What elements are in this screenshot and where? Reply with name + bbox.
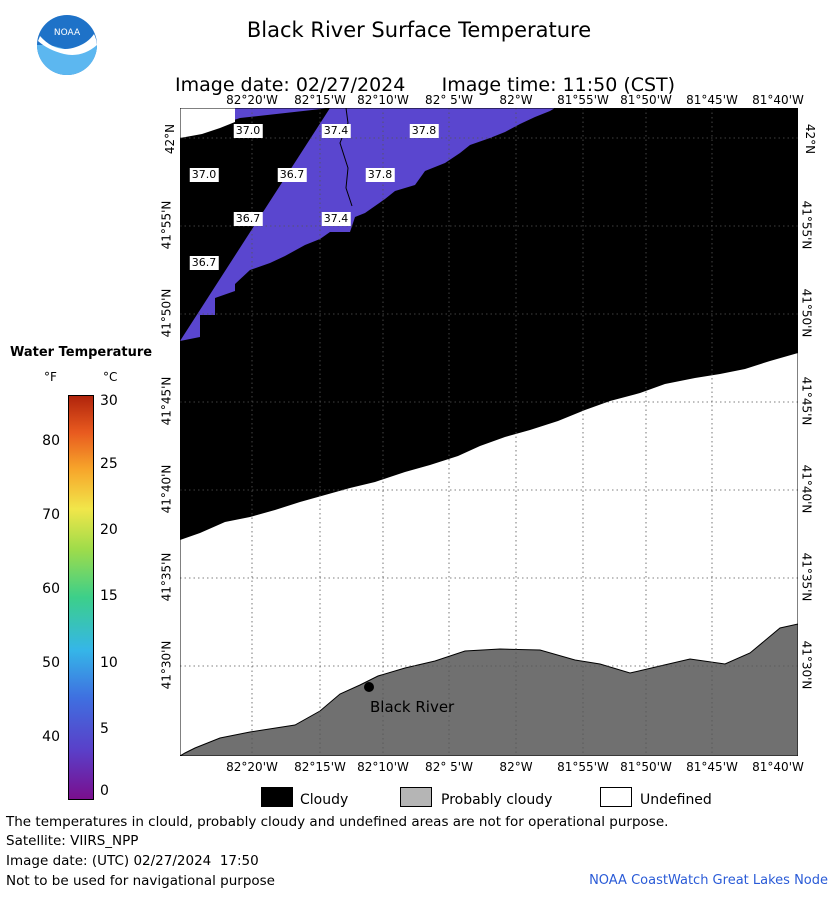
temperature-map: 37.0 37.4 37.8 37.0 36.7 37.8 36.7 37.4 … [178, 107, 799, 757]
image-date: Image date: 02/27/2024 [175, 74, 406, 96]
undefined-swatch [600, 787, 632, 807]
lon-label: 81°45'W [686, 93, 738, 107]
tick-c: 15 [100, 588, 118, 604]
noaa-logo: NOAA [36, 14, 98, 76]
map-canvas [178, 107, 799, 757]
page-title: Black River Surface Temperature [246, 18, 592, 42]
lat-label: 41°35'N [159, 552, 174, 602]
satellite-text: Satellite: VIIRS_NPP [6, 833, 139, 849]
lon-label: 82°10'W [357, 760, 409, 774]
black-river-marker [364, 682, 374, 692]
lat-label: 41°50'N [799, 288, 814, 338]
image-date-time: Image date: 02/27/2024 Image time: 11:50… [0, 52, 838, 96]
tick-f: 50 [42, 655, 60, 671]
cloudy-swatch [261, 787, 293, 807]
tick-c: 0 [100, 783, 109, 799]
svg-text:NOAA: NOAA [54, 28, 81, 38]
northwest-undefined [180, 108, 235, 138]
lon-label: 82°20'W [226, 93, 278, 107]
image-time: Image time: 11:50 (CST) [441, 74, 676, 96]
lon-label: 81°50'W [620, 93, 672, 107]
lat-label: 41°40'N [799, 464, 814, 514]
tick-c: 5 [100, 721, 109, 737]
legend-title: Water Temperature [10, 345, 153, 360]
lon-label: 82°15'W [294, 760, 346, 774]
legend-colorbar [68, 395, 94, 800]
lat-label: 42°N [803, 123, 818, 155]
lat-label: 41°55'N [799, 200, 814, 250]
lat-label: 41°45'N [159, 376, 174, 426]
lat-label: 41°35'N [799, 552, 814, 602]
graticule [180, 108, 798, 756]
temperature-label: 37.8 [409, 124, 439, 138]
probably-cloudy-swatch [400, 787, 432, 807]
temperature-label: 37.4 [321, 212, 351, 226]
lat-label: 41°30'N [799, 640, 814, 690]
lat-label: 41°50'N [159, 288, 174, 338]
legend-unit-c: °C [103, 370, 118, 384]
tick-c: 20 [100, 522, 118, 538]
lon-label: 81°55'W [557, 760, 609, 774]
lon-label: 82° 5'W [425, 760, 473, 774]
lon-label: 81°55'W [557, 93, 609, 107]
lat-label: 41°55'N [159, 200, 174, 250]
navigation-warning: Not to be used for navigational purpose [6, 873, 275, 889]
tick-f: 60 [42, 581, 60, 597]
tick-c: 10 [100, 655, 118, 671]
tick-f: 40 [42, 729, 60, 745]
boundary-line [339, 107, 353, 207]
lon-label: 82°W [499, 760, 533, 774]
temperature-label: 37.8 [365, 168, 395, 182]
credit-text: NOAA CoastWatch Great Lakes Node [589, 873, 828, 888]
lat-label: 42°N [163, 123, 178, 155]
tick-c: 30 [100, 393, 118, 409]
lon-label: 81°40'W [752, 760, 804, 774]
legend-unit-f: °F [44, 370, 57, 384]
noaa-logo-icon: NOAA [37, 15, 97, 75]
buoy-marker [240, 169, 246, 175]
temperature-label: 37.0 [233, 124, 263, 138]
utc-date-text: Image date: (UTC) 02/27/2024 17:50 [6, 853, 259, 869]
lon-label: 82°W [499, 93, 533, 107]
lon-label: 82°10'W [357, 93, 409, 107]
land-area [178, 623, 799, 757]
lat-label: 41°30'N [159, 640, 174, 690]
probably-cloudy-label: Probably cloudy [441, 792, 553, 808]
temperature-label: 36.7 [277, 168, 307, 182]
lon-label: 81°45'W [686, 760, 738, 774]
cloudy-label: Cloudy [300, 792, 349, 808]
disclaimer-text: The temperatures in clould, probably clo… [6, 814, 669, 830]
temperature-label: 37.4 [321, 124, 351, 138]
lat-label: 41°45'N [799, 376, 814, 426]
temperature-label: 36.7 [233, 212, 263, 226]
lat-label: 41°40'N [159, 464, 174, 514]
lon-label: 82° 5'W [425, 93, 473, 107]
place-label: Black River [370, 698, 455, 716]
tick-f: 70 [42, 507, 60, 523]
lon-label: 81°40'W [752, 93, 804, 107]
lon-label: 81°50'W [620, 760, 672, 774]
temperature-label: 36.7 [189, 256, 219, 270]
tick-f: 80 [42, 433, 60, 449]
lon-label: 82°15'W [294, 93, 346, 107]
tick-c: 25 [100, 456, 118, 472]
undefined-label: Undefined [640, 792, 712, 808]
temperature-label: 37.0 [189, 168, 219, 182]
lon-label: 82°20'W [226, 760, 278, 774]
